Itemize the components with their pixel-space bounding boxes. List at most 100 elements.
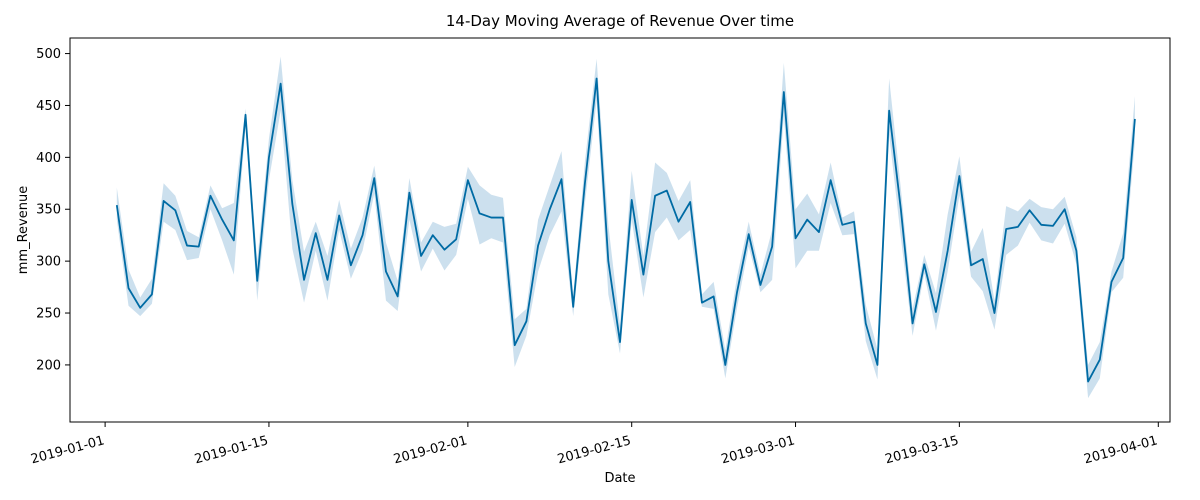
x-tick-label: 2019-02-01: [392, 433, 469, 467]
x-tick-label: 2019-02-15: [556, 433, 633, 467]
data-point: [1028, 209, 1030, 211]
data-point: [315, 232, 317, 234]
data-point: [900, 208, 902, 210]
confidence-band-layer: [116, 56, 1135, 399]
data-point: [467, 179, 469, 181]
data-point: [198, 245, 200, 247]
data-point: [139, 307, 141, 309]
data-point: [244, 114, 246, 116]
data-point: [724, 364, 726, 366]
data-point: [162, 200, 164, 202]
data-point: [642, 273, 644, 275]
data-point: [701, 301, 703, 303]
data-point: [1063, 208, 1065, 210]
data-point: [865, 322, 867, 324]
data-point: [1005, 228, 1007, 230]
data-point: [420, 255, 422, 257]
y-tick-label: 250: [36, 307, 61, 322]
data-point: [958, 175, 960, 177]
data-point: [783, 91, 785, 93]
data-point: [631, 199, 633, 201]
data-point: [689, 201, 691, 203]
data-point: [982, 258, 984, 260]
y-axis-title: mm_Revenue: [16, 186, 31, 274]
data-point: [502, 216, 504, 218]
data-point: [373, 177, 375, 179]
chart-title: 14-Day Moving Average of Revenue Over ti…: [446, 12, 794, 30]
data-point: [186, 244, 188, 246]
x-tick-label: 2019-01-01: [29, 433, 106, 467]
data-point: [888, 109, 890, 111]
y-tick-label: 450: [36, 99, 61, 114]
x-tick-label: 2019-01-15: [193, 433, 270, 467]
data-point: [841, 224, 843, 226]
data-point: [221, 218, 223, 220]
data-point: [326, 279, 328, 281]
y-tick-label: 500: [36, 47, 61, 62]
data-point: [525, 320, 527, 322]
y-tick-label: 350: [36, 203, 61, 218]
data-point: [1099, 359, 1101, 361]
data-point: [771, 245, 773, 247]
data-point: [151, 293, 153, 295]
data-point: [1052, 225, 1054, 227]
data-point: [174, 209, 176, 211]
data-point: [748, 233, 750, 235]
data-point: [490, 216, 492, 218]
data-point: [385, 270, 387, 272]
y-tick-label: 200: [36, 358, 61, 373]
data-point: [443, 249, 445, 251]
data-point: [911, 322, 913, 324]
data-point: [291, 203, 293, 205]
data-point: [619, 341, 621, 343]
data-point: [303, 279, 305, 281]
x-tick-label: 2019-03-01: [720, 433, 797, 467]
data-point: [666, 189, 668, 191]
data-point: [361, 234, 363, 236]
data-point: [396, 295, 398, 297]
data-point: [478, 212, 480, 214]
confidence-band: [116, 56, 1135, 399]
y-tick-label: 300: [36, 255, 61, 270]
x-axis-title: Date: [604, 471, 635, 486]
data-point: [513, 344, 515, 346]
data-point: [595, 77, 597, 79]
data-point: [432, 234, 434, 236]
data-point: [993, 312, 995, 314]
data-point: [946, 250, 948, 252]
data-point: [1134, 118, 1136, 120]
data-point: [455, 238, 457, 240]
data-point: [256, 280, 258, 282]
series-line: [115, 77, 1136, 383]
data-point: [116, 204, 118, 206]
data-point: [1122, 257, 1124, 259]
data-point: [1087, 380, 1089, 382]
data-point: [829, 179, 831, 181]
series-line-layer: [115, 77, 1136, 383]
data-point: [1017, 226, 1019, 228]
data-point: [560, 178, 562, 180]
data-point: [607, 260, 609, 262]
data-point: [759, 284, 761, 286]
data-point: [338, 214, 340, 216]
x-tick-label: 2019-04-01: [1082, 433, 1159, 467]
data-point: [677, 221, 679, 223]
y-tick-label: 400: [36, 151, 61, 166]
data-point: [209, 195, 211, 197]
data-point: [736, 291, 738, 293]
data-point: [350, 264, 352, 266]
data-point: [537, 244, 539, 246]
data-point: [1110, 281, 1112, 283]
data-point: [1075, 250, 1077, 252]
data-point: [127, 287, 129, 289]
data-point: [408, 191, 410, 193]
data-point: [806, 218, 808, 220]
data-point: [935, 311, 937, 313]
data-point: [584, 182, 586, 184]
data-point: [876, 364, 878, 366]
data-point: [549, 208, 551, 210]
data-point: [923, 263, 925, 265]
data-point: [654, 195, 656, 197]
data-point: [818, 231, 820, 233]
data-point: [233, 239, 235, 241]
